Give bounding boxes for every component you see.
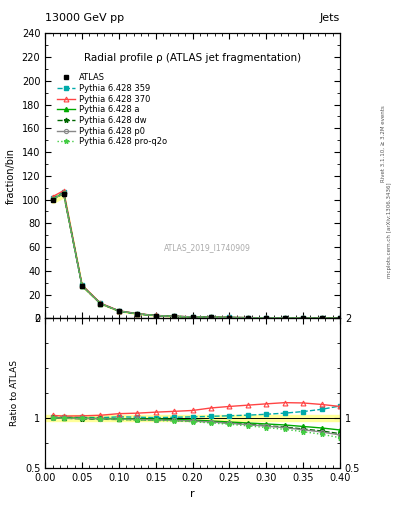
Text: Rivet 3.1.10, ≥ 3.2M events: Rivet 3.1.10, ≥ 3.2M events (381, 105, 386, 182)
Y-axis label: Ratio to ATLAS: Ratio to ATLAS (10, 360, 19, 426)
X-axis label: r: r (190, 489, 195, 499)
Text: Radial profile ρ (ATLAS jet fragmentation): Radial profile ρ (ATLAS jet fragmentatio… (84, 53, 301, 63)
Text: Jets: Jets (320, 13, 340, 23)
Text: ATLAS_2019_I1740909: ATLAS_2019_I1740909 (164, 243, 251, 251)
Text: 13000 GeV pp: 13000 GeV pp (45, 13, 124, 23)
Legend: ATLAS, Pythia 6.428 359, Pythia 6.428 370, Pythia 6.428 a, Pythia 6.428 dw, Pyth: ATLAS, Pythia 6.428 359, Pythia 6.428 37… (55, 72, 168, 148)
Text: mcplots.cern.ch [arXiv:1306.3436]: mcplots.cern.ch [arXiv:1306.3436] (387, 183, 391, 278)
Y-axis label: fraction/bin: fraction/bin (6, 148, 16, 204)
